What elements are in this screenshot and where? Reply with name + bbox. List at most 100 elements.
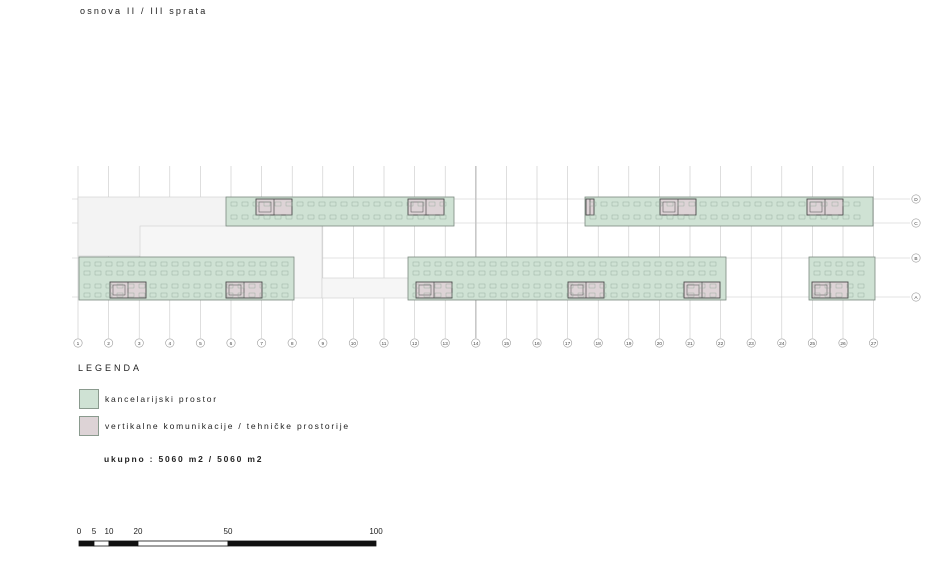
desk bbox=[511, 292, 519, 298]
col-bubble bbox=[869, 338, 879, 348]
desk bbox=[94, 292, 102, 298]
desk bbox=[633, 201, 641, 207]
desk bbox=[215, 292, 223, 298]
desk bbox=[248, 283, 256, 289]
col-text: 27 bbox=[871, 341, 877, 347]
desk bbox=[846, 261, 854, 267]
desk bbox=[831, 214, 839, 220]
desk bbox=[215, 283, 223, 289]
scale-segment bbox=[93, 540, 110, 547]
desk bbox=[252, 214, 260, 220]
desk bbox=[687, 283, 695, 289]
desk bbox=[296, 201, 304, 207]
desk bbox=[632, 283, 640, 289]
desk bbox=[577, 283, 585, 289]
desk bbox=[644, 214, 652, 220]
desk bbox=[676, 283, 684, 289]
col-label-6: 6 bbox=[226, 338, 236, 348]
core-stair bbox=[112, 284, 126, 296]
desk bbox=[362, 201, 370, 207]
desk bbox=[835, 292, 843, 298]
desk bbox=[467, 261, 475, 267]
desk bbox=[824, 261, 832, 267]
desk bbox=[857, 283, 865, 289]
desk bbox=[105, 270, 113, 276]
desk bbox=[296, 214, 304, 220]
desk bbox=[467, 283, 475, 289]
desk bbox=[798, 201, 806, 207]
scale-segment bbox=[137, 540, 229, 547]
desk bbox=[588, 283, 596, 289]
col-bubble bbox=[195, 338, 205, 348]
col-label-27: 27 bbox=[869, 338, 879, 348]
desk bbox=[809, 214, 817, 220]
desk bbox=[621, 283, 629, 289]
desk bbox=[687, 292, 695, 298]
desk bbox=[610, 292, 618, 298]
desk bbox=[83, 283, 91, 289]
col-label-26: 26 bbox=[838, 338, 848, 348]
desk bbox=[149, 292, 157, 298]
desk bbox=[824, 270, 832, 276]
desk bbox=[445, 283, 453, 289]
desk bbox=[621, 270, 629, 276]
desk bbox=[665, 270, 673, 276]
desk bbox=[709, 283, 717, 289]
desk bbox=[500, 283, 508, 289]
desk bbox=[423, 270, 431, 276]
desk bbox=[489, 283, 497, 289]
col-text: 6 bbox=[230, 341, 233, 347]
desk bbox=[241, 214, 249, 220]
desk bbox=[423, 283, 431, 289]
desk bbox=[467, 292, 475, 298]
row-bubble bbox=[911, 218, 921, 228]
desk bbox=[666, 201, 674, 207]
desk bbox=[274, 201, 282, 207]
desk bbox=[116, 292, 124, 298]
desk bbox=[566, 292, 574, 298]
scale-label-50: 50 bbox=[223, 527, 233, 536]
desk bbox=[467, 270, 475, 276]
col-text: 19 bbox=[626, 341, 632, 347]
col-bubble bbox=[654, 338, 664, 348]
desk bbox=[281, 261, 289, 267]
desk bbox=[544, 261, 552, 267]
desk bbox=[709, 261, 717, 267]
desk bbox=[373, 201, 381, 207]
desk bbox=[588, 261, 596, 267]
desk bbox=[171, 283, 179, 289]
desk bbox=[412, 261, 420, 267]
col-label-24: 24 bbox=[777, 338, 787, 348]
desk bbox=[698, 270, 706, 276]
col-label-11: 11 bbox=[379, 338, 389, 348]
col-text: 15 bbox=[504, 341, 510, 347]
core-stair bbox=[228, 284, 242, 296]
desk bbox=[406, 214, 414, 220]
col-label-19: 19 bbox=[624, 338, 634, 348]
desk bbox=[698, 283, 706, 289]
desk bbox=[857, 261, 865, 267]
col-label-10: 10 bbox=[348, 338, 358, 348]
col-bubble bbox=[624, 338, 634, 348]
desk bbox=[83, 261, 91, 267]
desk bbox=[127, 283, 135, 289]
col-bubble bbox=[410, 338, 420, 348]
desk bbox=[149, 270, 157, 276]
desk bbox=[149, 261, 157, 267]
desk bbox=[83, 292, 91, 298]
scale-label-20: 20 bbox=[133, 527, 143, 536]
desk bbox=[666, 214, 674, 220]
desk bbox=[423, 261, 431, 267]
desk bbox=[456, 261, 464, 267]
desk bbox=[445, 292, 453, 298]
col-text: 22 bbox=[718, 341, 724, 347]
col-bubble bbox=[104, 338, 114, 348]
desk bbox=[853, 201, 861, 207]
desk bbox=[577, 292, 585, 298]
desk bbox=[281, 270, 289, 276]
desk bbox=[522, 283, 530, 289]
col-text: 13 bbox=[443, 341, 449, 347]
desk bbox=[765, 214, 773, 220]
desk bbox=[149, 283, 157, 289]
